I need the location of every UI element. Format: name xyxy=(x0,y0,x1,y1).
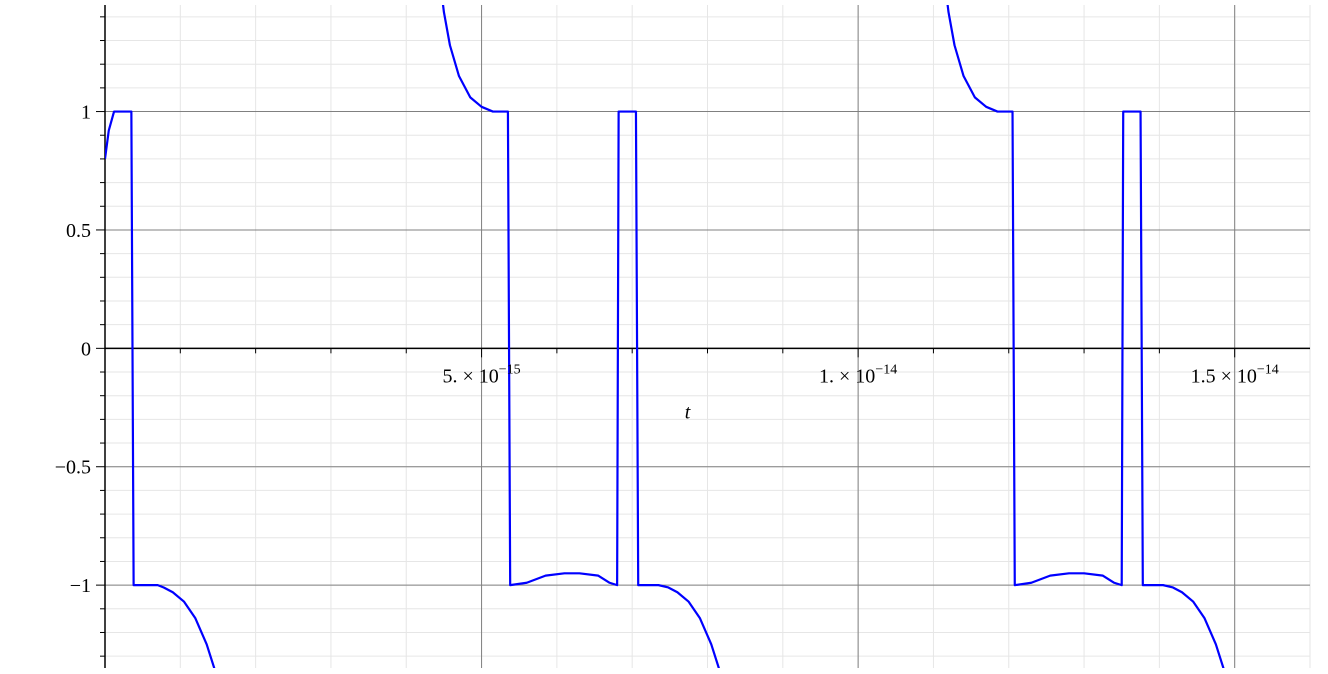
y-tick-label: −0.5 xyxy=(55,457,91,479)
y-tick-label: −1 xyxy=(70,575,91,597)
line-chart: −1−0.500.515. × 10−151. × 10−141.5 × 10−… xyxy=(0,0,1328,674)
x-axis-label: t xyxy=(685,401,691,423)
chart-container: −1−0.500.515. × 10−151. × 10−141.5 × 10−… xyxy=(0,0,1328,674)
y-tick-label: 0 xyxy=(81,338,91,360)
y-tick-label: 0.5 xyxy=(66,220,91,242)
y-tick-label: 1 xyxy=(81,102,91,124)
